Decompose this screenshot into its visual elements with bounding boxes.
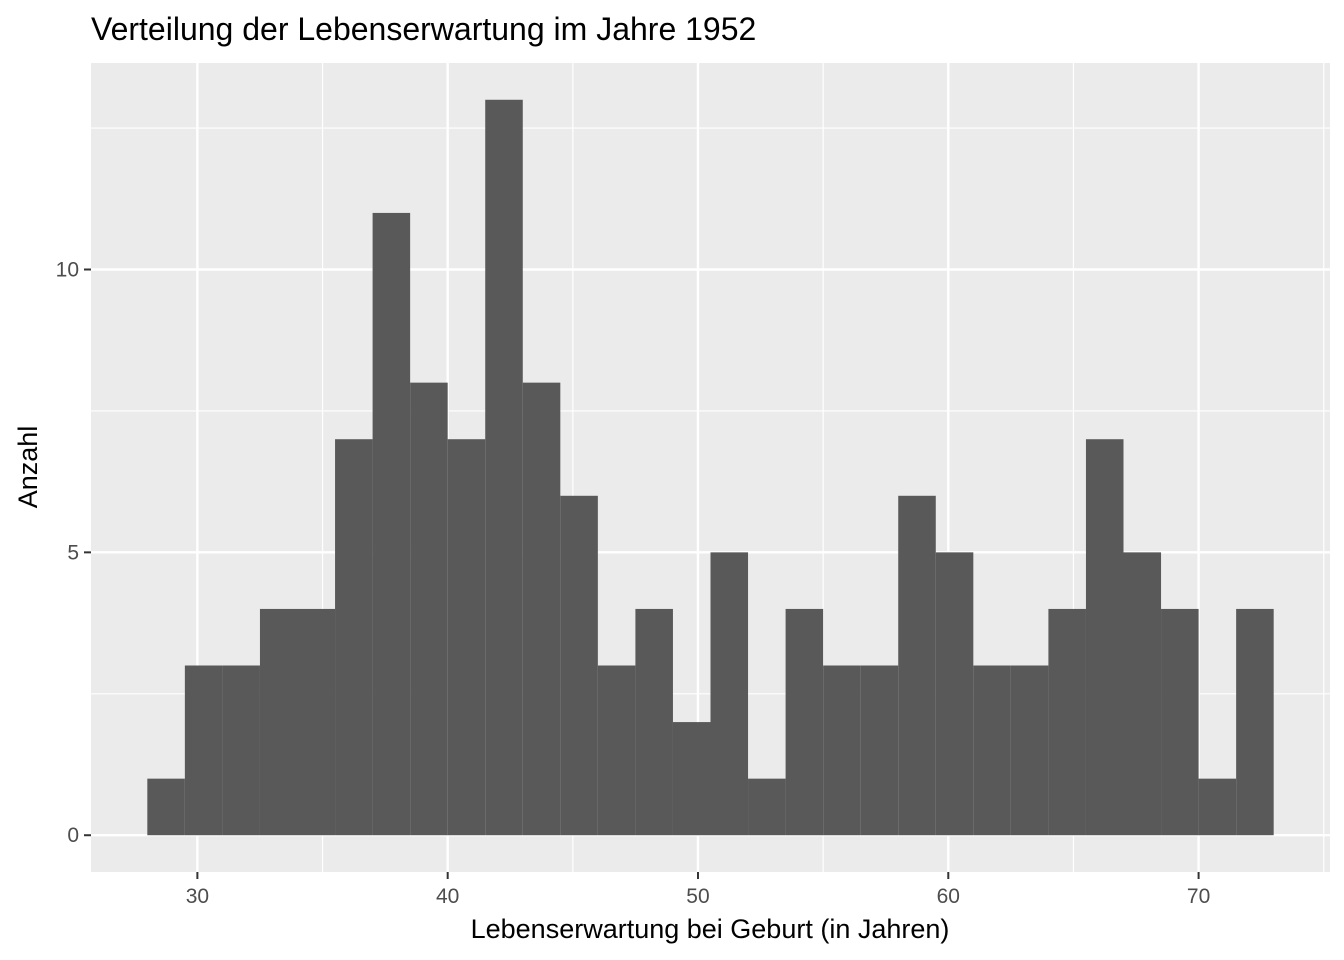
y-tick-label-0: 0 <box>67 824 79 847</box>
histogram-bar-26 <box>1123 552 1162 836</box>
histogram-bar-28 <box>1198 778 1237 836</box>
histogram-bar-8 <box>447 439 486 836</box>
histogram-bar-12 <box>597 665 636 836</box>
histogram-bar-11 <box>560 495 598 836</box>
histogram-bar-3 <box>259 608 298 836</box>
x-axis: 30 40 50 60 70 <box>186 872 1210 908</box>
y-axis-title: Anzahl <box>13 426 43 509</box>
x-axis-title: Lebenserwartung bei Geburt (in Jahren) <box>471 914 950 944</box>
histogram-bar-14 <box>672 722 711 836</box>
histogram-bar-21 <box>935 552 974 836</box>
histogram-bar-10 <box>522 382 561 836</box>
histogram-bar-27 <box>1161 608 1199 836</box>
histogram-bar-5 <box>335 439 373 836</box>
histogram-bar-16 <box>748 778 786 836</box>
histogram-bar-9 <box>485 99 523 836</box>
histogram-bar-22 <box>973 665 1011 836</box>
histogram-bars <box>147 99 1274 836</box>
y-tick-label-2: 10 <box>56 258 79 281</box>
x-tick-label-4: 70 <box>1187 885 1210 908</box>
y-axis: 0 5 10 <box>56 258 91 847</box>
histogram-bar-25 <box>1085 439 1124 836</box>
histogram-bar-23 <box>1010 665 1049 836</box>
chart-title: Verteilung der Lebenserwartung im Jahre … <box>91 11 756 47</box>
histogram-bar-17 <box>785 608 824 836</box>
histogram-bar-13 <box>635 608 673 836</box>
histogram-bar-4 <box>297 608 336 836</box>
histogram-bar-18 <box>823 665 861 836</box>
histogram-bar-7 <box>410 382 448 836</box>
x-tick-label-0: 30 <box>186 885 209 908</box>
histogram-bar-0 <box>147 778 185 836</box>
histogram-bar-24 <box>1048 608 1086 836</box>
y-tick-label-1: 5 <box>67 541 79 564</box>
histogram-bar-1 <box>184 665 223 836</box>
histogram-bar-6 <box>372 212 411 836</box>
histogram-bar-2 <box>222 665 260 836</box>
x-tick-label-2: 50 <box>686 885 709 908</box>
histogram-bar-19 <box>860 665 899 836</box>
histogram-bar-29 <box>1236 608 1274 836</box>
histogram-bar-20 <box>898 495 936 836</box>
x-tick-label-1: 40 <box>436 885 459 908</box>
histogram-bar-15 <box>710 552 749 836</box>
x-tick-label-3: 60 <box>937 885 960 908</box>
